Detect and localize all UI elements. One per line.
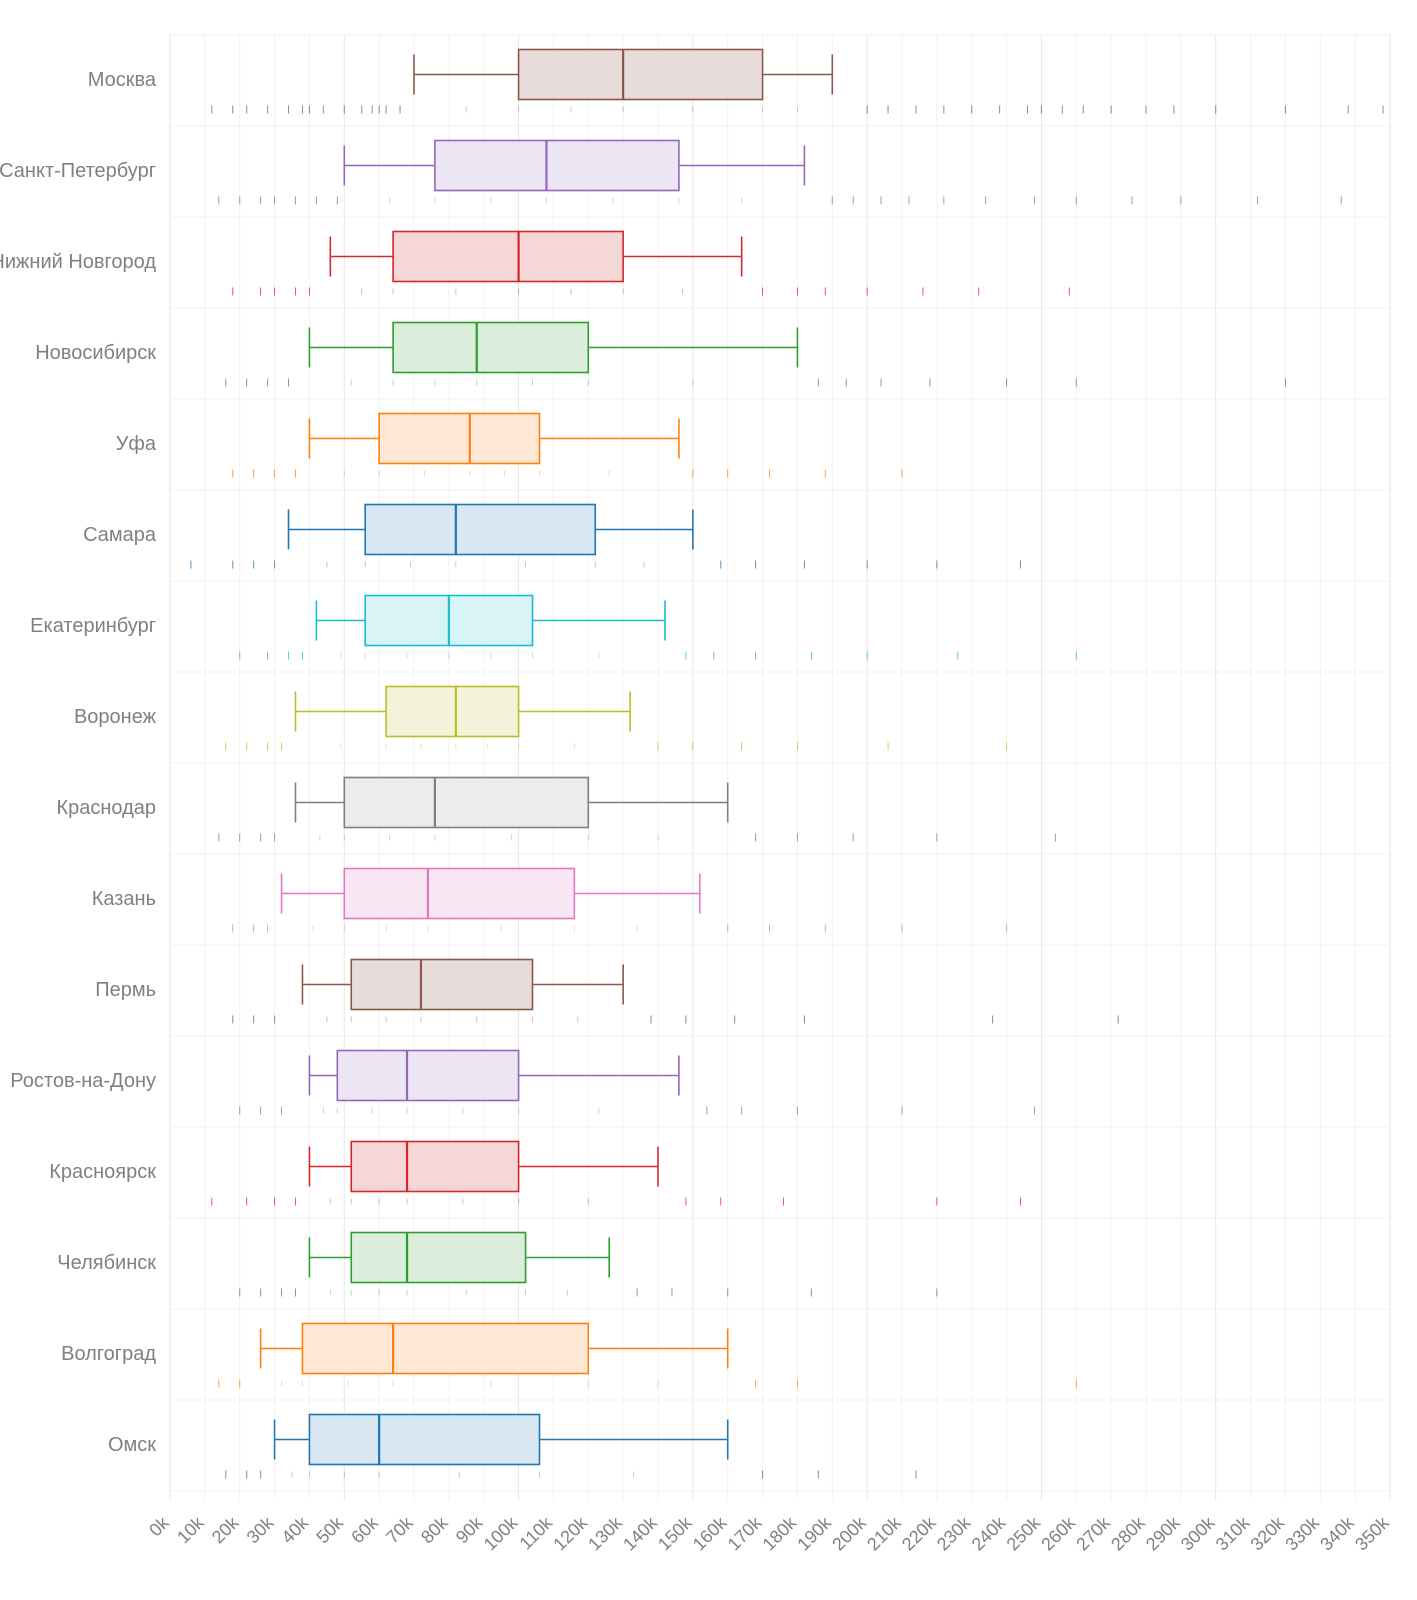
x-tick-label: 210k — [863, 1512, 905, 1554]
x-tick-label: 280k — [1107, 1512, 1149, 1554]
x-tick-label: 60k — [347, 1512, 382, 1547]
y-tick-label: Москва — [88, 69, 157, 91]
y-tick-label: Санкт-Петербург — [0, 160, 156, 182]
boxplots — [191, 50, 1383, 1479]
boxplot-row[interactable] — [240, 1051, 1035, 1115]
x-tick-label: 310k — [1212, 1512, 1254, 1554]
boxplot-row[interactable] — [233, 414, 902, 478]
x-tick-label: 300k — [1177, 1512, 1219, 1554]
boxplot-row[interactable] — [233, 960, 1118, 1024]
boxplot-row[interactable] — [219, 1324, 1076, 1388]
y-tick-label: Казань — [92, 888, 156, 910]
boxplot-row[interactable] — [226, 687, 1007, 751]
x-tick-label: 100k — [480, 1512, 522, 1554]
y-tick-label: Екатеринбург — [30, 615, 156, 637]
y-tick-label: Новосибирск — [35, 342, 156, 364]
x-tick-label: 340k — [1316, 1512, 1358, 1554]
x-tick-label: 130k — [584, 1512, 626, 1554]
x-axis: 0k10k20k30k40k50k60k70k80k90k100k110k120… — [145, 1512, 1393, 1554]
x-tick-label: 10k — [173, 1512, 208, 1547]
boxplot-row[interactable] — [226, 323, 1286, 387]
boxplot-chart: 0k10k20k30k40k50k60k70k80k90k100k110k120… — [0, 0, 1417, 1600]
x-tick-label: 80k — [417, 1512, 452, 1547]
x-tick-label: 0k — [145, 1512, 173, 1540]
y-tick-label: Волгоград — [61, 1343, 156, 1365]
y-tick-label: Красноярск — [49, 1161, 156, 1183]
chart-svg: 0k10k20k30k40k50k60k70k80k90k100k110k120… — [0, 0, 1417, 1600]
x-tick-label: 170k — [724, 1512, 766, 1554]
x-tick-label: 40k — [278, 1512, 313, 1547]
y-tick-label: Самара — [83, 524, 157, 546]
y-tick-label: Ростов-на-Дону — [10, 1070, 156, 1092]
x-tick-label: 190k — [793, 1512, 835, 1554]
x-tick-label: 220k — [898, 1512, 940, 1554]
x-tick-label: 160k — [689, 1512, 731, 1554]
y-tick-label: Уфа — [116, 433, 157, 455]
x-tick-label: 350k — [1351, 1512, 1393, 1554]
x-tick-label: 270k — [1072, 1512, 1114, 1554]
y-tick-label: Нижний Новгород — [0, 251, 156, 273]
y-tick-label: Воронеж — [74, 706, 157, 728]
x-tick-label: 180k — [759, 1512, 801, 1554]
boxplot-row[interactable] — [212, 1142, 1021, 1206]
y-tick-label: Челябинск — [57, 1252, 156, 1274]
x-tick-label: 140k — [619, 1512, 661, 1554]
x-tick-label: 20k — [208, 1512, 243, 1547]
x-tick-label: 110k — [515, 1512, 557, 1554]
x-tick-label: 200k — [828, 1512, 870, 1554]
boxplot-row[interactable] — [233, 232, 1070, 296]
x-tick-label: 30k — [243, 1512, 278, 1547]
x-tick-label: 290k — [1142, 1512, 1184, 1554]
boxplot-row[interactable] — [233, 869, 1007, 933]
x-tick-label: 150k — [654, 1512, 696, 1554]
x-tick-label: 50k — [312, 1512, 347, 1547]
y-tick-label: Пермь — [95, 979, 156, 1001]
x-tick-label: 230k — [933, 1512, 975, 1554]
x-tick-label: 240k — [968, 1512, 1010, 1554]
x-tick-label: 260k — [1037, 1512, 1079, 1554]
x-tick-label: 320k — [1247, 1512, 1289, 1554]
y-tick-label: Омск — [108, 1434, 156, 1456]
x-tick-label: 120k — [549, 1512, 591, 1554]
boxplot-row[interactable] — [226, 1415, 916, 1479]
y-tick-label: Краснодар — [56, 797, 156, 819]
y-axis: Москва Санкт-Петербург Нижний Новгород Ново… — [0, 69, 157, 1456]
x-tick-label: 330k — [1281, 1512, 1323, 1554]
boxplot-row[interactable] — [191, 505, 1021, 569]
boxplot-row[interactable] — [219, 141, 1341, 205]
x-tick-label: 250k — [1003, 1512, 1045, 1554]
x-tick-label: 70k — [382, 1512, 417, 1547]
